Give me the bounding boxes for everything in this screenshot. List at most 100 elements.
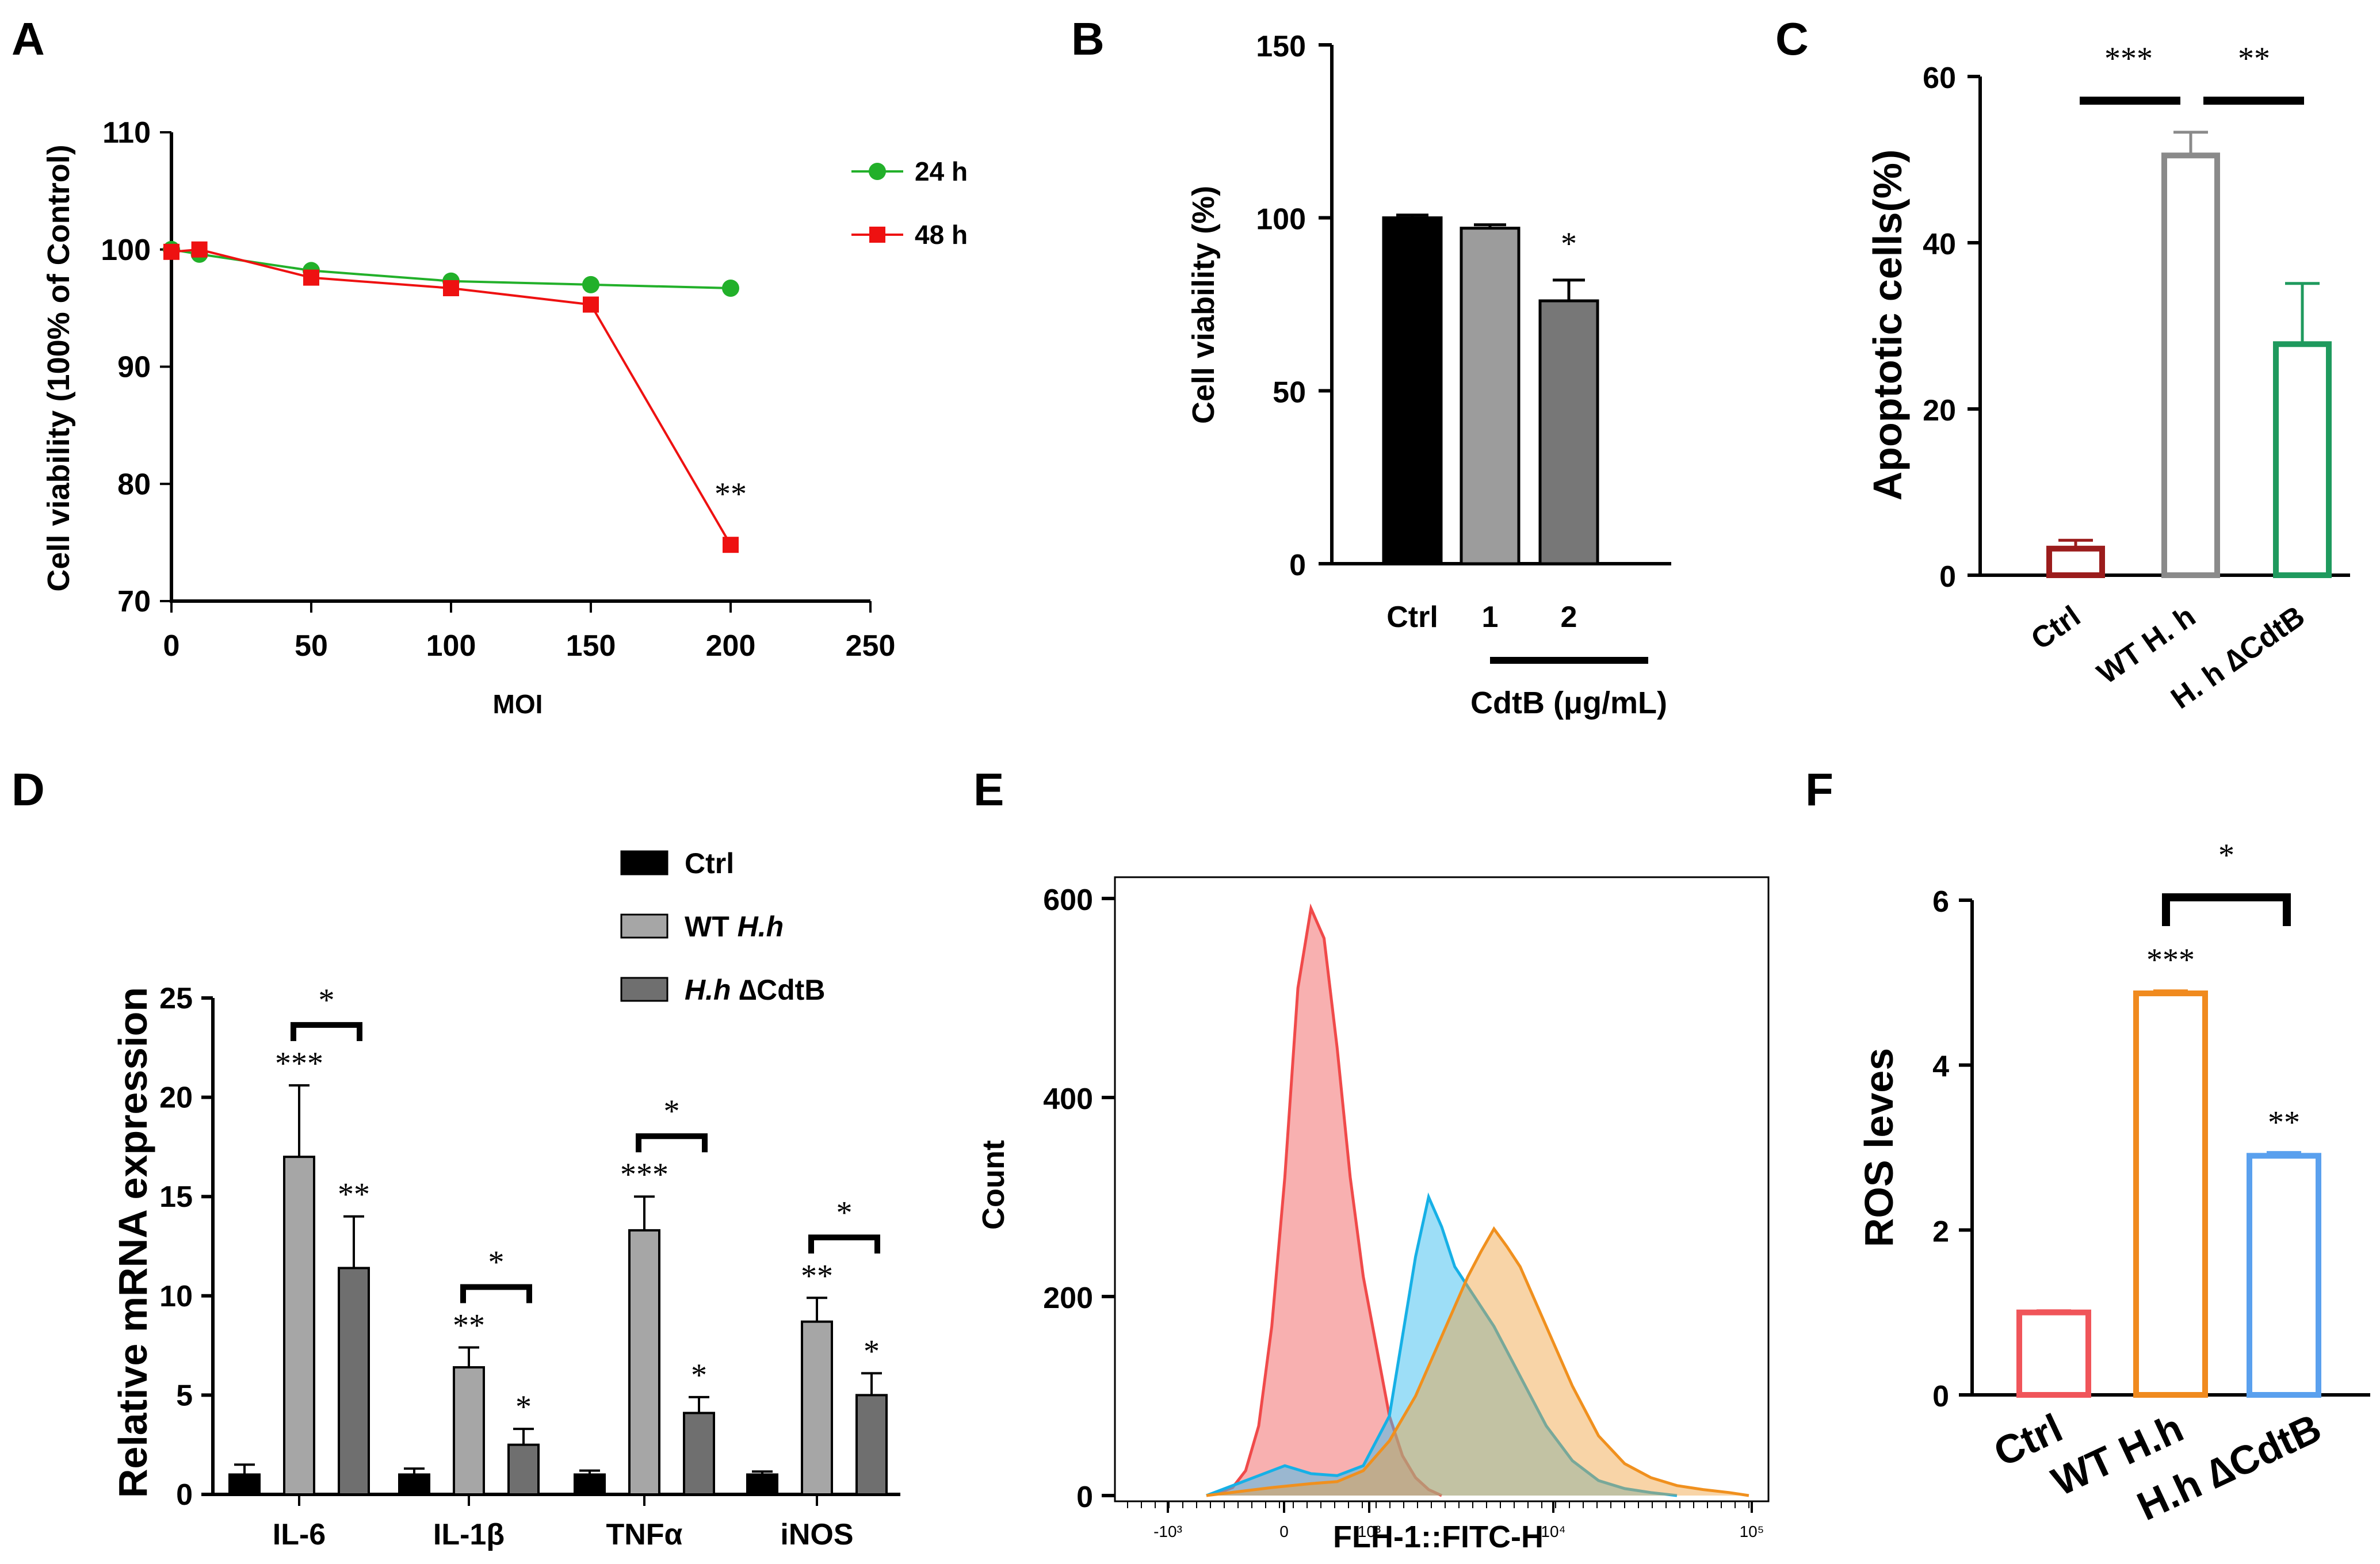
panel-d-y-tick-label: 25 xyxy=(159,982,193,1015)
panel-e-frame xyxy=(1114,876,1770,1502)
panel-b-bar-chart: Cell viability (%) CdtB (μg/mL) 0 50 100 15… xyxy=(1186,30,1671,720)
panel-a-legend-label: 24 h xyxy=(915,156,968,186)
panel-d-comparison-bracket xyxy=(291,1022,362,1041)
panel-d-bar xyxy=(453,1366,485,1496)
panel-b-y-tick-label: 100 xyxy=(1256,203,1306,236)
panel-d-comparison-bracket xyxy=(460,1284,532,1303)
panel-f-significance: ** xyxy=(2268,1104,2300,1140)
panel-label-a: A xyxy=(12,13,45,64)
panel-d-bar xyxy=(801,1320,833,1496)
panel-f-y-tick-label: 2 xyxy=(1932,1215,1949,1248)
panel-d-legend-label-italic: H.h xyxy=(685,974,731,1006)
panel-f-comparison-significance: * xyxy=(2218,838,2234,873)
panel-d-bar xyxy=(398,1473,430,1496)
panel-d-bar xyxy=(683,1412,715,1496)
panel-d-comparison-bracket xyxy=(636,1133,708,1153)
panel-e-histogram-line-orange xyxy=(1206,1226,1749,1497)
panel-d-legend-label: H.h ∆CdtB xyxy=(685,974,825,1006)
panel-a-point-48h xyxy=(163,243,179,260)
panel-d-significance: * xyxy=(864,1333,880,1369)
panel-d-legend-swatch xyxy=(620,913,668,939)
panel-e-y-tick-label: 200 xyxy=(1043,1282,1093,1315)
panel-b-y-tick-label: 0 xyxy=(1289,549,1306,582)
panel-c-y-tick-label: 20 xyxy=(1923,394,1956,427)
panel-c-bar xyxy=(2161,152,2220,578)
panel-f-bar xyxy=(2016,1309,2091,1398)
panel-c-y-tick-label: 0 xyxy=(1939,560,1956,594)
panel-a-x-tick-label: 0 xyxy=(163,629,180,663)
panel-d-bar xyxy=(628,1229,660,1496)
panel-label-f: F xyxy=(1805,764,1833,815)
panel-b-group-label: CdtB (μg/mL) xyxy=(1470,686,1667,720)
panel-a-significance: ** xyxy=(715,476,747,512)
panel-a-line-chart: Cell viability (100% of Control) MOI 70 8… xyxy=(41,116,968,719)
panel-c-y-tick-label: 60 xyxy=(1923,62,1956,95)
panel-a-x-tick-label: 150 xyxy=(566,629,616,663)
panel-d-y-title: Relative mRNA expression xyxy=(110,987,155,1498)
panel-e-y-title: Count xyxy=(976,1140,1011,1230)
panel-d-bar xyxy=(283,1156,315,1496)
panel-d-significance: *** xyxy=(275,1046,323,1081)
panel-b-x-tick-label: 1 xyxy=(1482,601,1499,634)
panel-c-bar xyxy=(2046,545,2105,579)
panel-c-y-tick-label: 40 xyxy=(1923,228,1956,261)
panel-d-legend-label-part: ∆CdtB xyxy=(731,974,826,1006)
panel-a-point-48h xyxy=(303,269,319,286)
panel-d-significance: * xyxy=(515,1389,532,1425)
panel-label-e: E xyxy=(973,764,1004,815)
panel-d-y-tick-label: 15 xyxy=(159,1180,193,1214)
panel-d-comparison-bracket xyxy=(808,1234,880,1254)
panel-b-y-title: Cell viability (%) xyxy=(1186,186,1221,424)
panel-f-y-tick-label: 0 xyxy=(1932,1380,1949,1413)
panel-d-legend-swatch xyxy=(620,850,668,875)
panel-e-histogram-fill-blue xyxy=(1206,1197,1677,1496)
panel-f-bar xyxy=(2247,1153,2321,1398)
panel-b-bar xyxy=(1538,299,1599,565)
panel-d-comparison-significance: * xyxy=(319,982,335,1018)
panel-a-legend-marker xyxy=(869,227,885,243)
panel-d-comparison-significance: * xyxy=(836,1195,853,1230)
panel-d-significance: ** xyxy=(338,1177,370,1213)
panel-d-bar xyxy=(855,1394,888,1496)
panel-d-significance: ** xyxy=(453,1308,485,1344)
panel-f-comparison-bracket xyxy=(2162,893,2291,926)
panel-d-x-tick-label: iNOS xyxy=(780,1518,853,1551)
panel-c-bar xyxy=(2273,341,2332,578)
panel-d-y-tick-label: 0 xyxy=(176,1478,193,1512)
panel-a-y-tick-label: 100 xyxy=(101,234,151,267)
panel-d-legend-label-part: Ctrl xyxy=(685,847,734,879)
panel-d-bar xyxy=(574,1473,606,1496)
panel-e-x-tick-label: 0 xyxy=(1279,1523,1289,1540)
panel-a-x-title: MOI xyxy=(493,689,543,719)
panel-e-x-tick-label: 10⁴ xyxy=(1541,1523,1565,1540)
panel-d-significance: * xyxy=(691,1357,707,1393)
panel-b-x-tick-label: Ctrl xyxy=(1386,601,1438,634)
panel-d-y-tick-label: 10 xyxy=(159,1280,193,1313)
panel-d-legend-label: Ctrl xyxy=(685,847,734,879)
panel-d-legend-swatch xyxy=(620,977,668,1002)
panel-a-legend-marker xyxy=(869,163,886,180)
panel-f-bar xyxy=(2133,990,2208,1398)
panel-a-point-48h xyxy=(443,280,459,296)
panel-d-significance: ** xyxy=(801,1258,833,1294)
panel-d-significance: *** xyxy=(620,1157,668,1192)
panel-e-x-title: FLH-1::FITC-H xyxy=(1333,1520,1544,1554)
panel-b-x-tick-label: 2 xyxy=(1561,601,1577,634)
panel-d-comparison-significance: * xyxy=(488,1245,505,1280)
panel-e-x-tick-label: 10⁵ xyxy=(1740,1523,1764,1540)
panel-d-x-tick-label: IL-6 xyxy=(273,1518,326,1551)
panel-c-x-tick-label: Ctrl xyxy=(2025,599,2087,656)
panel-d-legend-label: WT H.h xyxy=(685,911,784,943)
panel-a-point-48h xyxy=(583,296,599,313)
panel-label-c: C xyxy=(1775,13,1809,64)
panel-label-b: B xyxy=(1071,13,1105,64)
panel-d-bar xyxy=(338,1267,370,1496)
panel-c-comparison-significance: ** xyxy=(2238,41,2270,77)
panel-f-significance: *** xyxy=(2146,942,2195,978)
panel-b-y-tick-label: 150 xyxy=(1256,30,1306,63)
panel-e-histogram-line-blue xyxy=(1206,1192,1678,1497)
panel-c-comparison-significance: *** xyxy=(2104,41,2153,77)
panel-a-x-tick-label: 250 xyxy=(846,629,896,663)
